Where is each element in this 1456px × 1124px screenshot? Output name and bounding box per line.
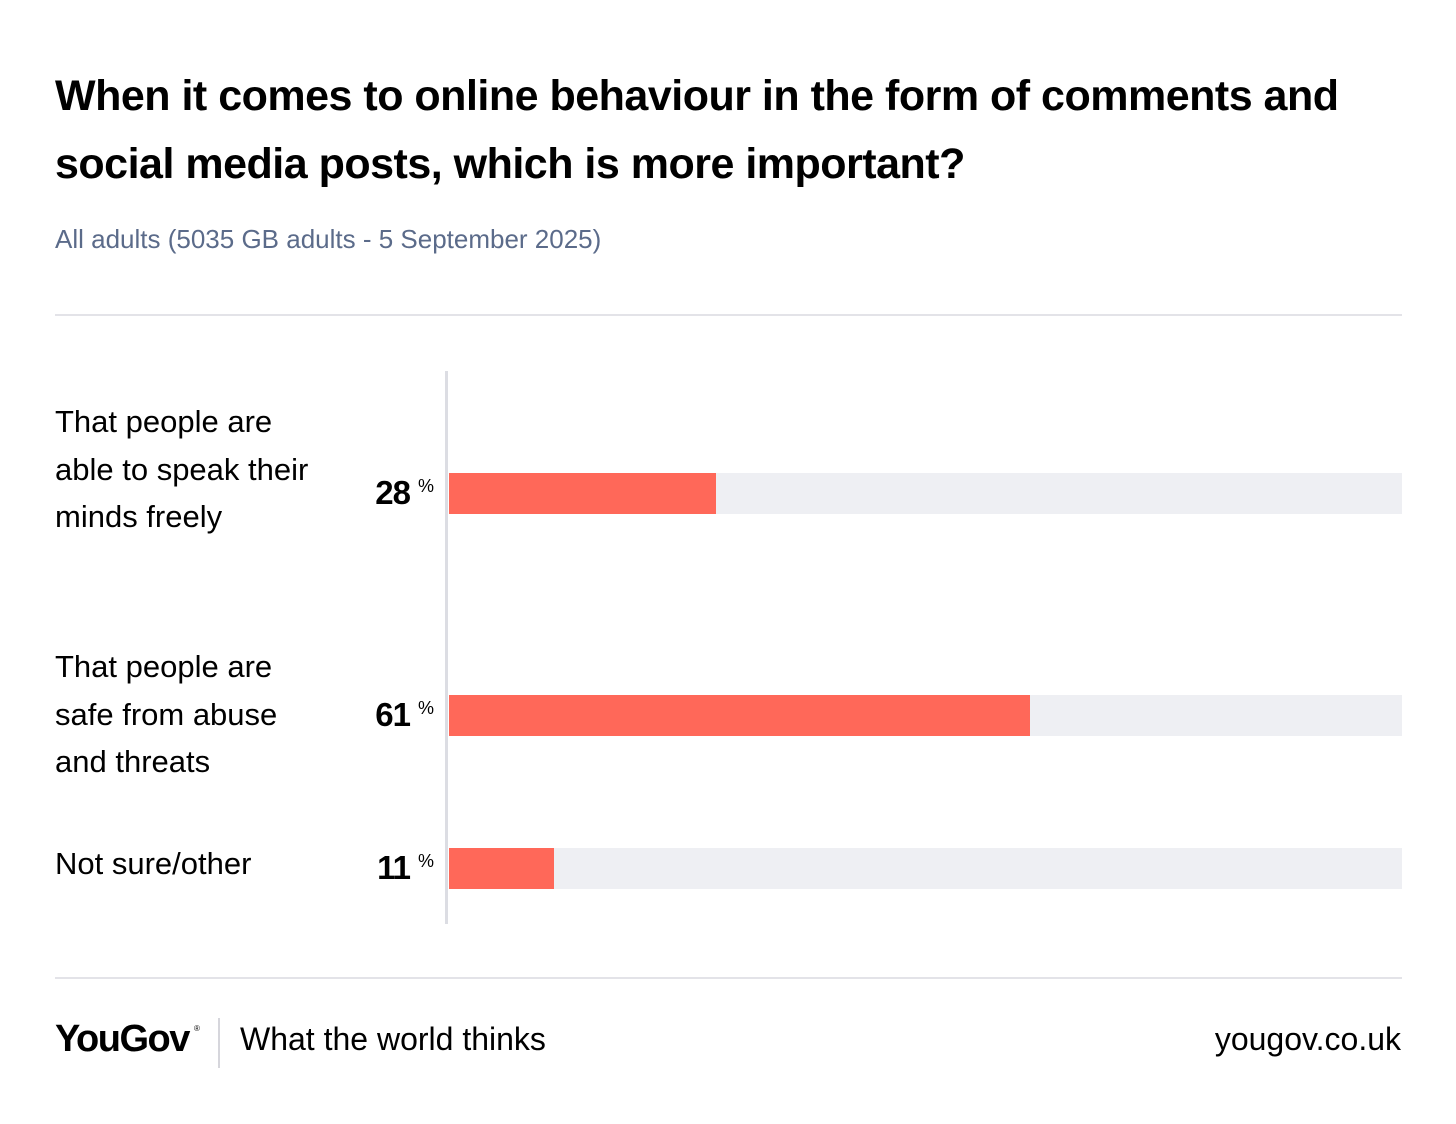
yougov-logo: YouGov bbox=[55, 1018, 190, 1060]
percent-sign: % bbox=[418, 476, 435, 496]
chart-title: When it comes to online behaviour in the… bbox=[55, 72, 1339, 188]
footer-url: yougov.co.uk bbox=[1214, 1021, 1401, 1057]
category-label: That people are safe from abuse and thre… bbox=[55, 649, 278, 779]
data-label: 28 bbox=[375, 474, 411, 511]
bar bbox=[449, 473, 716, 514]
chart-subtitle: All adults (5035 GB adults - 5 September… bbox=[55, 224, 602, 254]
category-label: Not sure/other bbox=[55, 846, 252, 881]
chart-axis-line bbox=[445, 371, 448, 924]
percent-sign: % bbox=[418, 851, 435, 871]
bar bbox=[449, 695, 1031, 736]
category-label: That people are able to speak their mind… bbox=[55, 404, 309, 534]
footer-separator bbox=[218, 1018, 220, 1068]
header-divider bbox=[55, 314, 1402, 316]
percent-sign: % bbox=[418, 698, 435, 718]
footer-tagline: What the world thinks bbox=[240, 1021, 546, 1057]
data-label: 61 bbox=[375, 696, 411, 733]
bar-track bbox=[449, 848, 1402, 889]
bar bbox=[449, 848, 554, 889]
data-label: 11 bbox=[377, 849, 411, 886]
registered-mark: ® bbox=[194, 1024, 200, 1033]
footer-divider-line bbox=[55, 977, 1402, 979]
